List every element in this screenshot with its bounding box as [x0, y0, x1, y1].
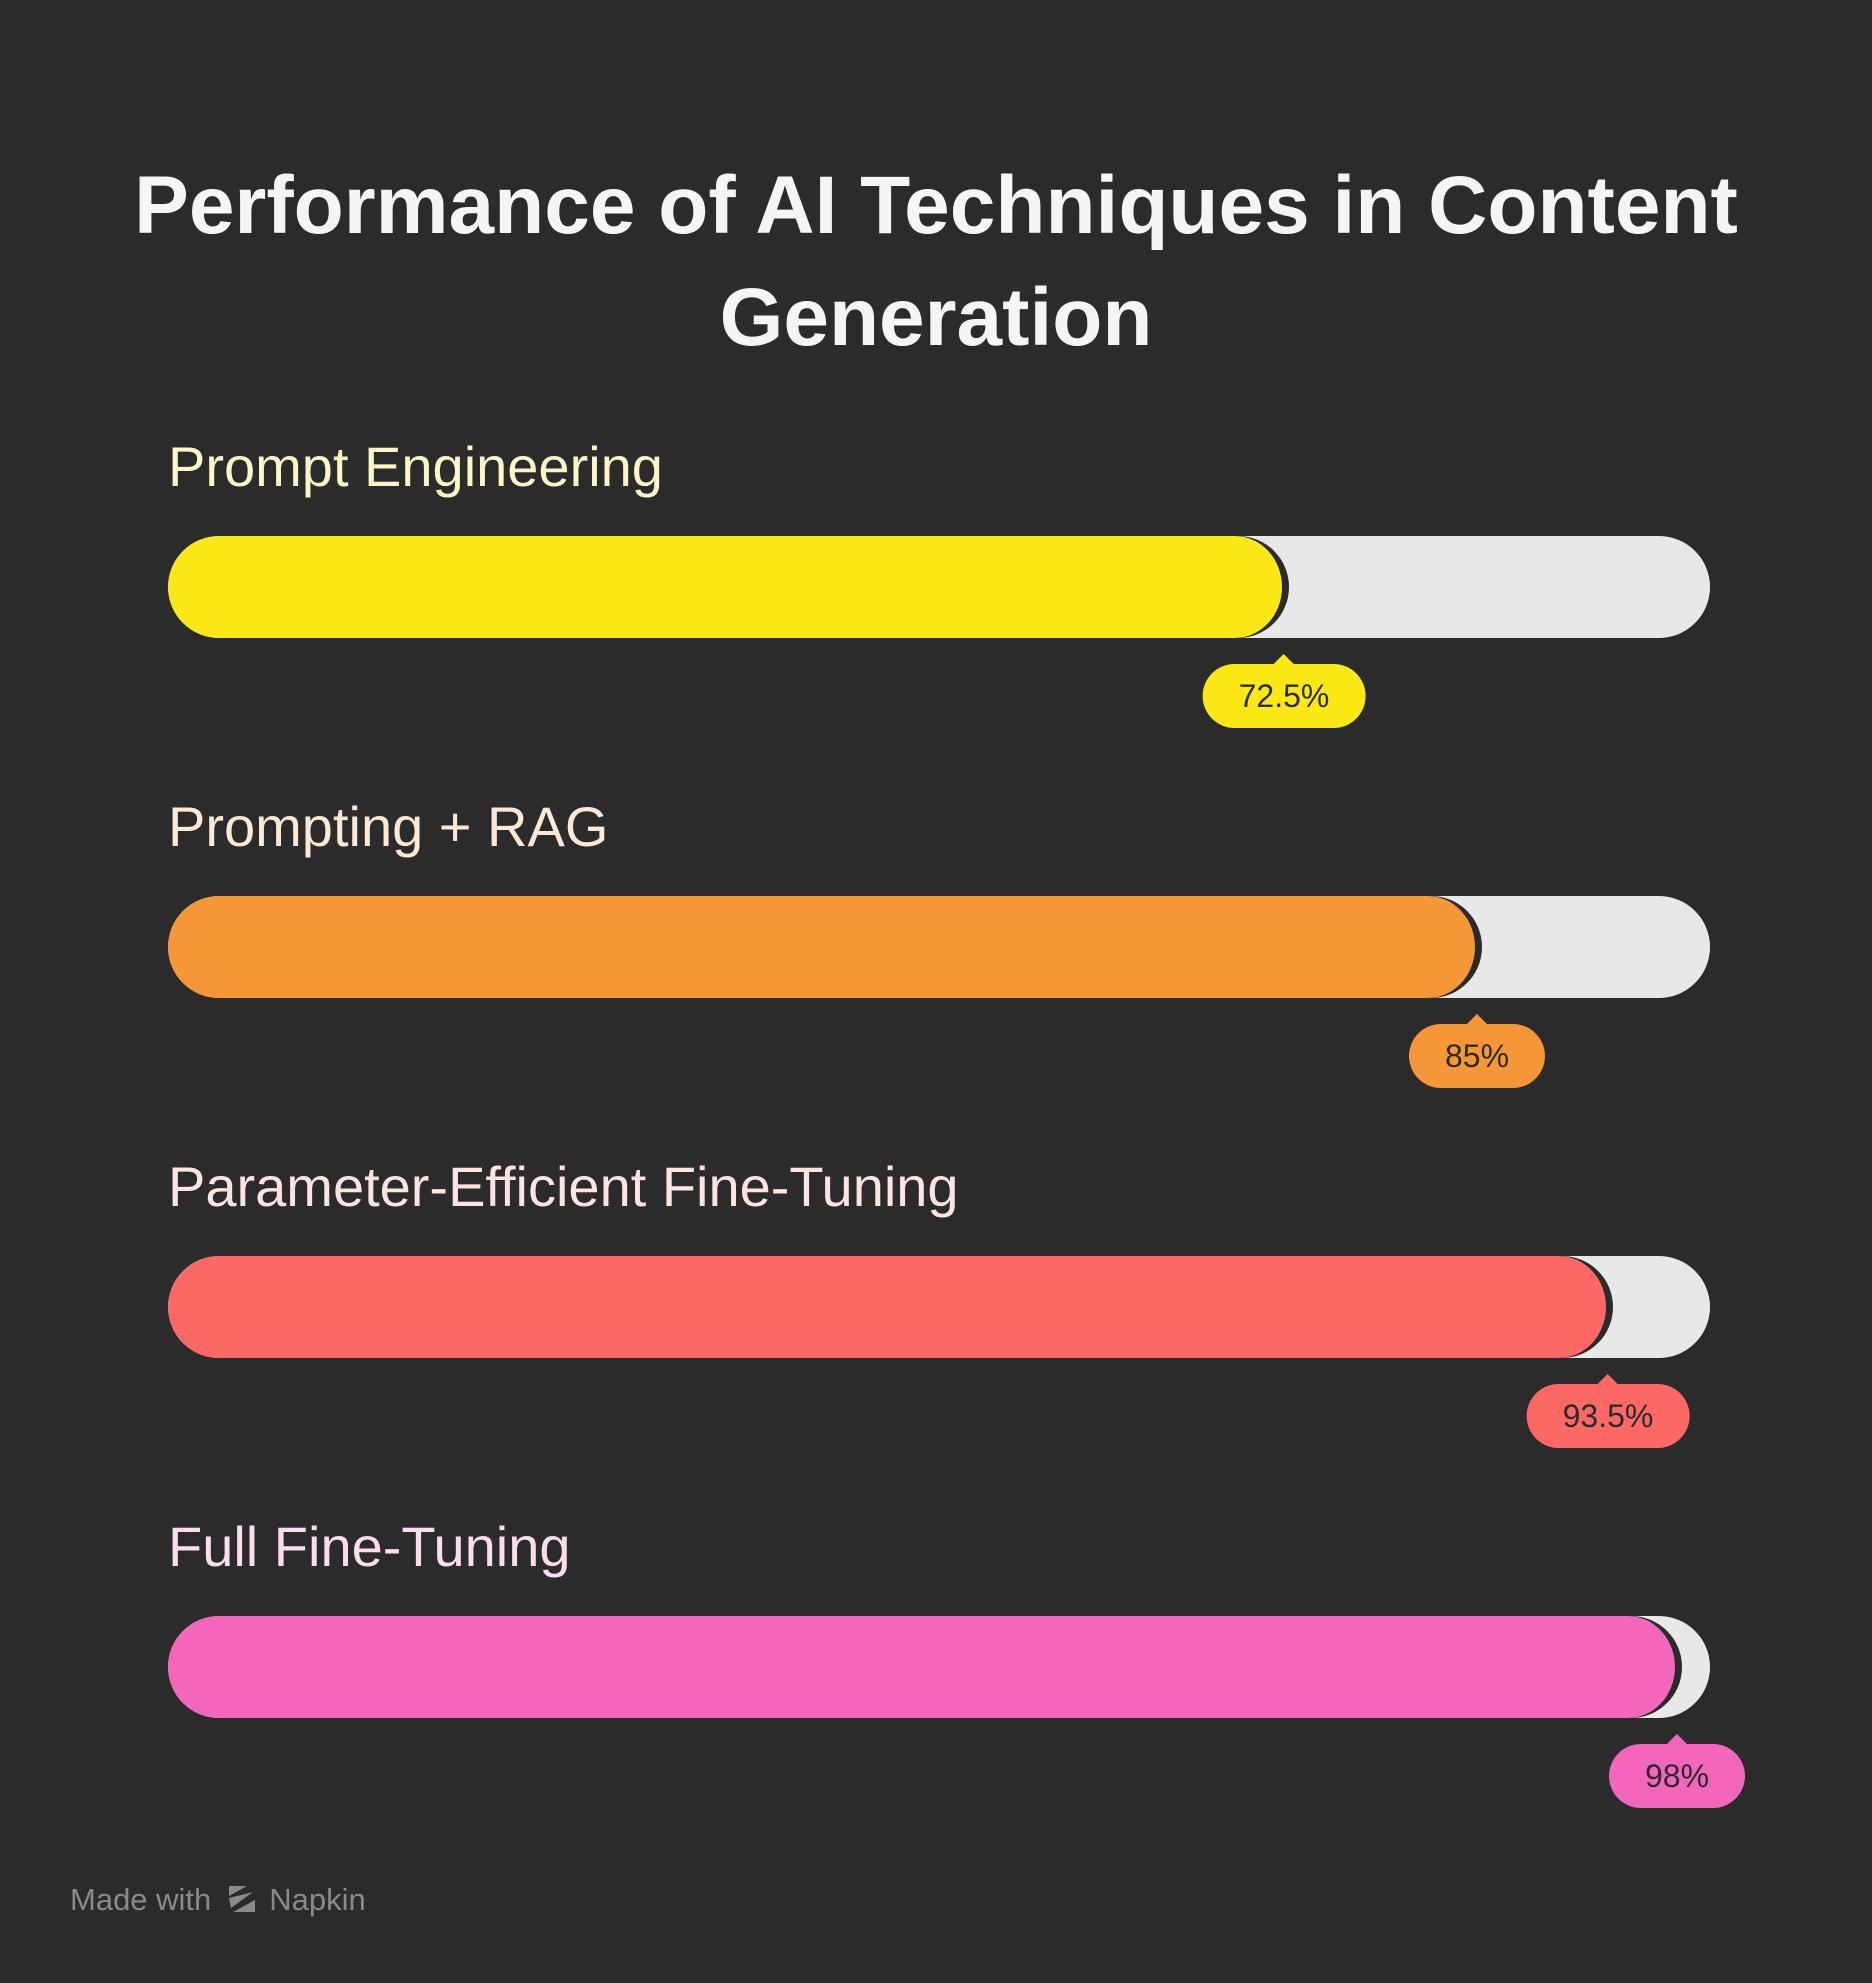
bar-row-parameter-efficient-fine-tuning: Parameter-Efficient Fine-Tuning 93.5% [0, 1152, 1872, 1492]
made-with-text: Made with [70, 1882, 212, 1917]
value-label: 85% [1408, 1014, 1546, 1088]
bar-row-full-fine-tuning: Full Fine-Tuning 98% [0, 1512, 1872, 1852]
value-label: 72.5% [1202, 654, 1366, 728]
bar-row-prompt-engineering: Prompt Engineering 72.5% [0, 432, 1872, 772]
bar-fill [168, 536, 1286, 638]
value-label-pointer [1465, 1014, 1488, 1025]
bar-label: Prompt Engineering [168, 435, 663, 498]
bar-track [168, 536, 1710, 638]
bar-fill [168, 1616, 1679, 1718]
bar-track [168, 1256, 1710, 1358]
bar-track [168, 1616, 1710, 1718]
value-label-text: 98% [1644, 1758, 1710, 1794]
value-label-pointer [1596, 1374, 1619, 1385]
value-label: 98% [1608, 1734, 1746, 1808]
value-label: 93.5% [1526, 1374, 1690, 1448]
napkin-logo-icon [225, 1882, 259, 1918]
bar-fill [168, 896, 1479, 998]
bar-row-prompting-rag: Prompting + RAG 85% [0, 792, 1872, 1132]
value-label-text: 72.5% [1238, 678, 1330, 714]
made-with-napkin-credit[interactable]: Made with Napkin [70, 1880, 366, 1920]
bar-fill [168, 1256, 1610, 1358]
chart-title: Performance of AI Techniques in Content … [0, 150, 1872, 374]
bar-label: Prompting + RAG [168, 795, 609, 858]
chart-title-line-2: Generation [719, 272, 1153, 363]
bar-label: Full Fine-Tuning [168, 1515, 571, 1578]
value-label-pointer [1272, 654, 1295, 665]
value-label-text: 85% [1444, 1038, 1510, 1074]
napkin-brand-text: Napkin [269, 1882, 366, 1917]
bar-label: Parameter-Efficient Fine-Tuning [168, 1155, 959, 1218]
bar-track [168, 896, 1710, 998]
value-label-pointer [1665, 1734, 1688, 1745]
chart-title-line-1: Performance of AI Techniques in Content [134, 160, 1738, 251]
value-label-text: 93.5% [1562, 1398, 1654, 1434]
